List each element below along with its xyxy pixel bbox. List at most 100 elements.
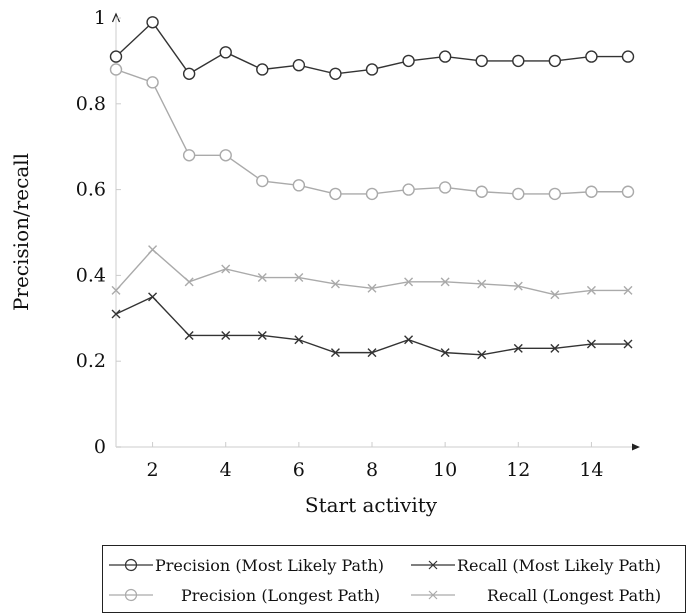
data-point [438,181,452,194]
data-point [221,264,231,274]
legend-item: Recall (Most Likely Path) [409,550,661,580]
legend-swatch-circle-light [109,588,153,602]
series-1 [109,16,635,80]
y-tick-label: 1 [94,7,106,29]
x-tick-label: 6 [293,459,305,481]
series-line [115,296,628,356]
data-point [586,339,596,349]
data-point [367,283,377,293]
data-point [438,50,452,63]
x-tick-label: 8 [366,459,378,481]
y-tick-label: 0.2 [76,350,106,372]
data-point [440,348,450,358]
data-point [475,54,488,68]
data-point [404,277,414,287]
data-point [329,67,342,80]
data-point [550,290,560,300]
series-3 [109,63,635,201]
data-point [184,277,194,287]
data-point [585,185,598,198]
data-point [111,285,121,295]
series-line [115,68,628,195]
data-point [219,46,232,59]
data-point [294,335,304,345]
x-axis-title: Start activity [305,493,438,517]
data-point [512,187,525,201]
x-axis-arrow [632,443,640,451]
y-tick-label: 0.6 [76,179,106,201]
data-point [109,63,123,76]
data-point [513,281,523,291]
series-4 [111,245,633,300]
data-point [256,174,269,188]
series-layer [109,16,635,360]
legend-item: Recall (Longest Path) [409,580,661,610]
data-point [477,279,487,289]
data-point [146,16,159,29]
data-point [621,185,635,198]
data-point [148,245,158,255]
x-tick-label: 14 [579,459,603,481]
data-point [548,54,562,68]
data-point [256,63,269,76]
legend-label: Precision (Longest Path) [181,585,381,605]
data-point [330,279,340,289]
data-point [621,50,635,63]
data-point [585,50,598,63]
legend-label: Recall (Most Likely Path) [457,555,662,575]
data-point [111,309,121,319]
x-tick-label: 10 [433,459,457,481]
data-point [294,273,304,283]
data-point [550,343,560,353]
data-point [512,54,525,68]
data-point [404,335,414,345]
y-tick-label: 0.8 [76,93,106,115]
data-point [365,187,379,201]
x-tick-label: 4 [220,459,232,481]
data-point [440,277,450,287]
data-point [292,58,306,72]
data-point [292,179,306,192]
data-point [365,63,379,76]
data-point [402,183,415,196]
data-point [182,67,196,80]
data-point [475,185,488,198]
legend-label: Recall (Longest Path) [487,585,662,605]
data-point [182,149,196,162]
data-point [623,339,633,349]
y-tick-label: 0 [94,436,106,458]
y-axis-title: Precision/recall [9,153,33,311]
legend: Precision (Most Likely Path) Recall (Mos… [102,545,686,613]
data-point [513,343,523,353]
data-point [623,285,633,295]
legend-item: Precision (Longest Path) [107,580,380,610]
series-2 [111,292,633,360]
data-point [477,350,487,360]
data-point [367,348,377,358]
data-point [257,330,267,340]
data-point [586,285,596,295]
data-point [184,330,194,340]
data-point [109,50,123,63]
data-point [330,348,340,358]
legend-item: Precision (Most Likely Path) [107,550,384,580]
data-point [402,54,415,68]
data-point [329,187,342,201]
y-axis-arrow [111,12,121,23]
y-tick-label: 0.4 [76,264,106,286]
legend-swatch-x-light [411,590,455,600]
x-tick-label: 12 [506,459,530,481]
data-point [148,292,158,302]
data-point [146,76,159,89]
x-tick-label: 2 [147,459,159,481]
data-point [548,187,562,201]
tick-labels: 2 4 6 8 10 12 14 0 0.2 0.4 0.6 0.8 1 [76,7,604,481]
legend-swatch-x-dark [411,560,455,570]
data-point [257,273,267,283]
data-point [219,149,232,162]
legend-label: Precision (Most Likely Path) [155,555,385,575]
legend-swatch-circle-dark [109,558,153,572]
data-point [221,330,231,340]
axes [111,12,640,451]
